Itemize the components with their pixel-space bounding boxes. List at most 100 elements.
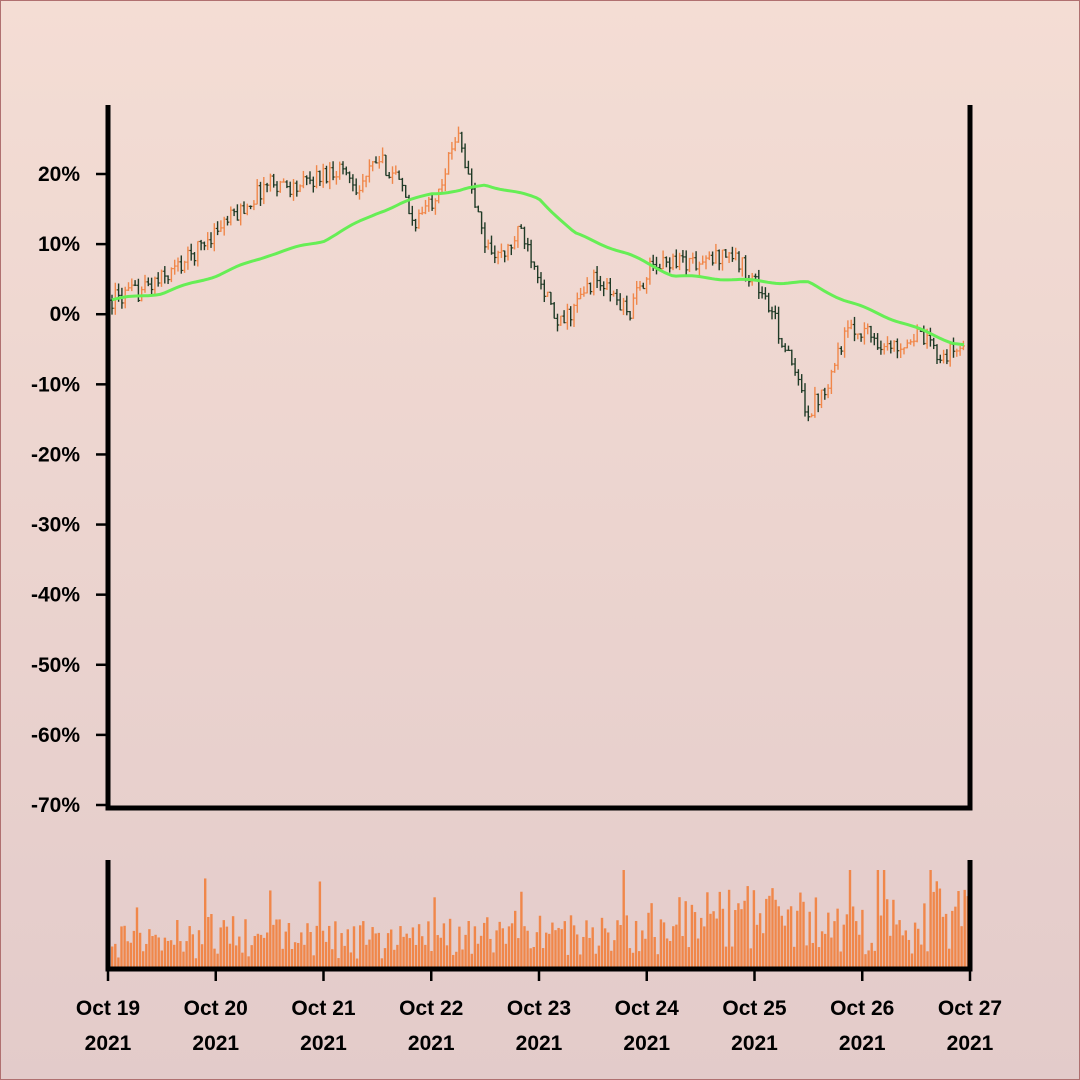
volume-bar [696, 938, 700, 969]
volume-bar [138, 932, 142, 969]
ohlc-bar [466, 160, 470, 175]
volume-bar [507, 926, 511, 969]
volume-bar [306, 923, 309, 969]
ohlc-bar [371, 161, 375, 172]
ohlc-bar [562, 310, 566, 324]
ohlc-bar [331, 161, 335, 181]
ohlc-bar [173, 259, 177, 275]
volume-bar [510, 923, 514, 969]
volume-bar [724, 946, 728, 969]
volume-bar [737, 903, 740, 969]
ohlc-bar [579, 287, 583, 300]
volume-bar [765, 898, 768, 969]
ohlc-bar [414, 218, 418, 232]
ohlc-bar [641, 282, 645, 290]
ohlc-bar [559, 315, 563, 326]
volume-bar [796, 910, 799, 969]
volume-bar [383, 948, 387, 969]
volume-bar [548, 933, 551, 969]
volume-bar [433, 897, 436, 969]
volume-bar [582, 936, 585, 969]
volume-bar [954, 906, 957, 969]
ohlc-bar [338, 161, 342, 180]
volume-bar [473, 926, 477, 969]
x-tick-label-year: 2021 [839, 1032, 886, 1055]
ohlc-bar [437, 188, 441, 204]
ohlc-bar [668, 257, 672, 273]
ohlc-bar [265, 182, 269, 193]
volume-bar [241, 952, 244, 969]
ohlc-bar [645, 277, 649, 294]
volume-bar [374, 933, 377, 969]
ohlc-bar [483, 222, 487, 253]
volume-bar [151, 936, 154, 969]
ohlc-bar [394, 165, 398, 175]
volume-bar [501, 928, 504, 969]
volume-bar [647, 912, 650, 969]
ohlc-bar [704, 255, 708, 270]
ohlc-bar [549, 291, 553, 305]
y-tick-label: -10% [31, 373, 80, 396]
ohlc-bar [361, 173, 365, 193]
ohlc-bar [585, 277, 589, 294]
volume-bar [901, 935, 904, 969]
volume-bar [687, 947, 690, 969]
volume-bar [343, 945, 346, 969]
volume-bar [851, 906, 855, 969]
ohlc-bar [146, 277, 150, 287]
volume-bar [269, 890, 272, 969]
ohlc-bar [628, 310, 632, 321]
volume-bar [839, 951, 842, 969]
volume-bar [504, 943, 508, 969]
ohlc-bar [232, 208, 236, 217]
volume-bar [641, 930, 644, 969]
ohlc-bar [166, 275, 170, 285]
volume-bar [820, 931, 824, 969]
volume-bar [607, 932, 610, 969]
x-tick-label-year: 2021 [516, 1032, 563, 1055]
ohlc-bar [447, 152, 451, 175]
volume-bar [483, 922, 486, 969]
volume-bar [935, 881, 938, 969]
volume-bar [904, 930, 907, 969]
volume-bar [603, 928, 607, 969]
volume-bar [154, 934, 157, 969]
ohlc-bar [608, 277, 612, 302]
volume-bar [758, 913, 762, 969]
moving-average-line [111, 183, 965, 347]
volume-bar [532, 946, 535, 969]
volume-bar [879, 915, 883, 969]
ohlc-bar [951, 337, 956, 358]
ohlc-bar [245, 203, 249, 216]
ohlc-bar [737, 251, 741, 273]
ohlc-bar [955, 348, 959, 357]
volume-bar [650, 903, 653, 969]
ohlc-bar [767, 292, 771, 313]
ohlc-bar [829, 369, 833, 394]
ohlc-bar [404, 184, 408, 198]
ohlc-bar [499, 243, 503, 258]
ohlc-bar [697, 261, 701, 276]
ohlc-bar [575, 292, 579, 313]
volume-bar [359, 925, 362, 969]
volume-bar [948, 948, 951, 969]
volume-bar [262, 937, 266, 969]
volume-bar [145, 943, 148, 969]
volume-bar [672, 926, 675, 969]
ohlc-bar [282, 178, 286, 183]
ohlc-bar [602, 281, 606, 297]
ohlc-bar [407, 194, 411, 215]
volume-bar [938, 888, 942, 969]
volume-bar [873, 950, 876, 969]
ohlc-bar [945, 349, 949, 365]
volume-bar [132, 930, 136, 969]
ohlc-bar [539, 272, 543, 290]
volume-bar [390, 929, 393, 969]
volume-bar [228, 943, 232, 969]
volume-bar [129, 942, 132, 969]
y-axis-ticks: 20% 10% 0% -10% -20% -30% -40% -50% -60% -70% [31, 163, 108, 817]
volume-bar [755, 924, 759, 969]
volume-bar [613, 940, 616, 969]
x-tick-label-year: 2021 [731, 1032, 778, 1055]
